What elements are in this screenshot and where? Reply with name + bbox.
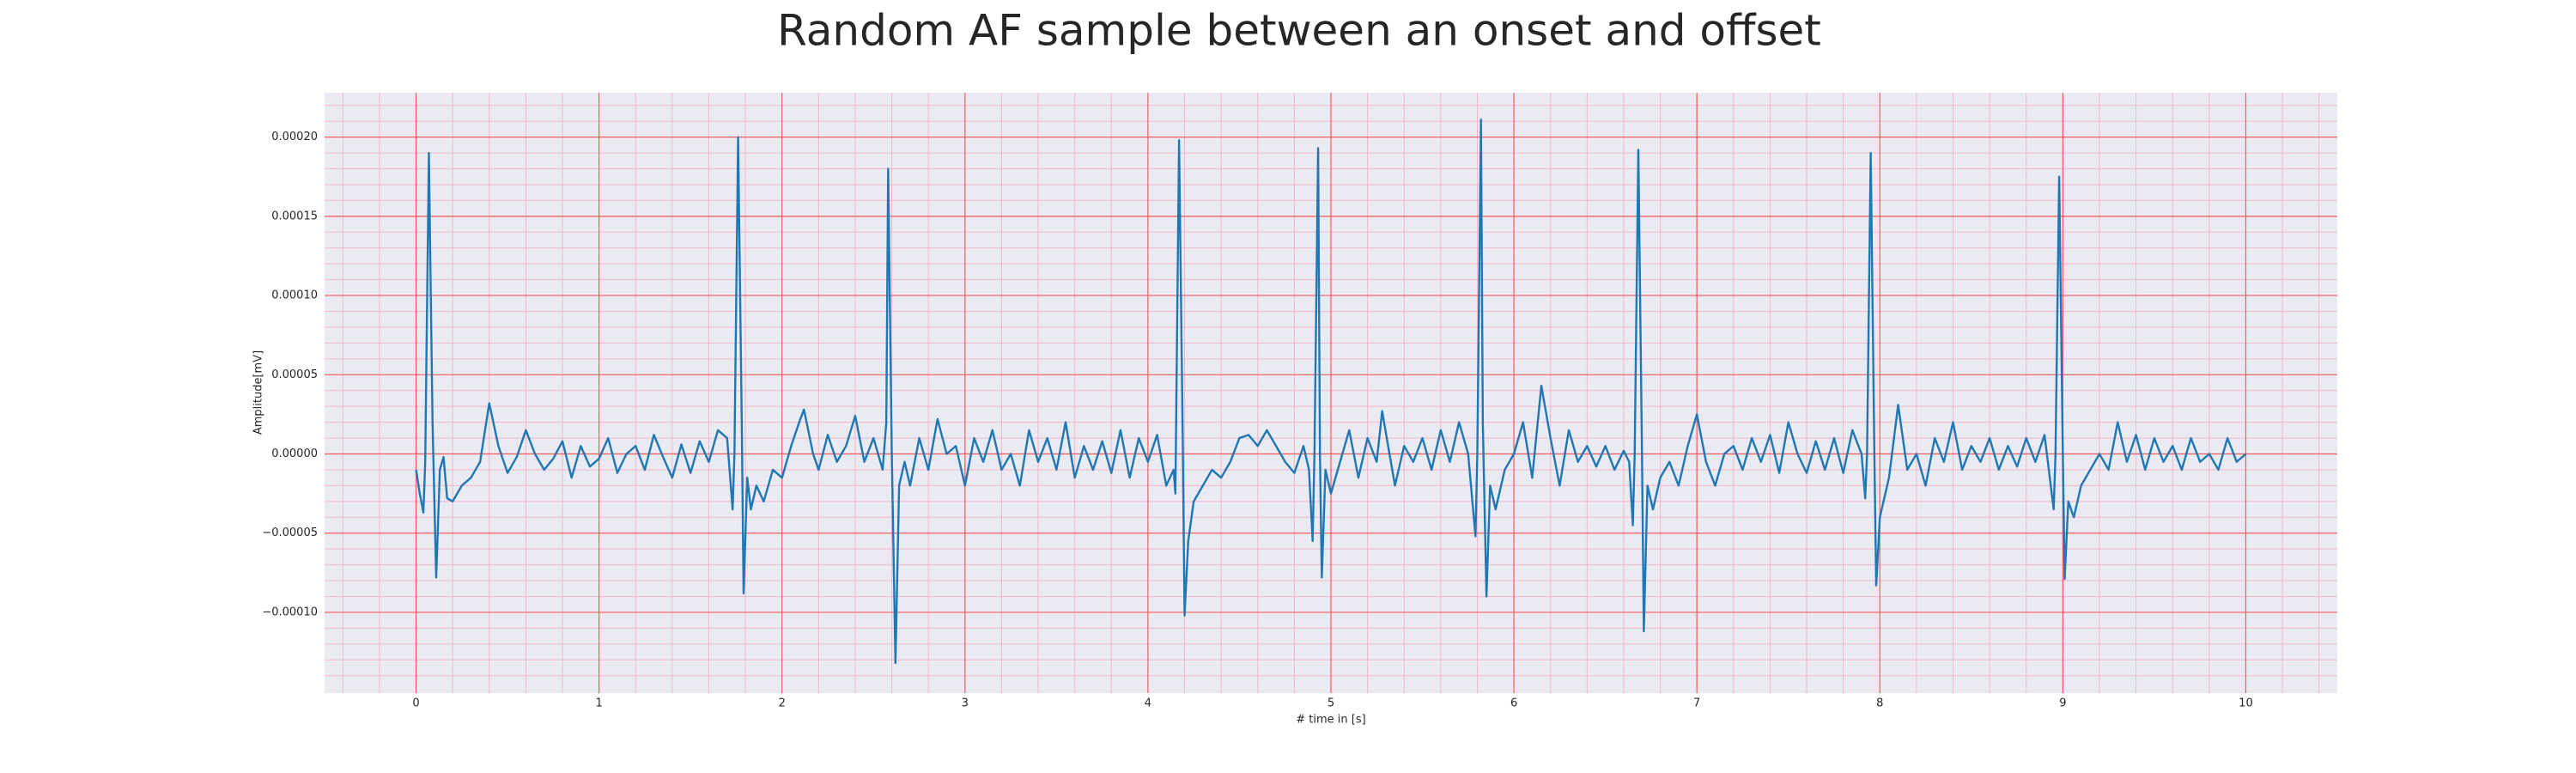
x-tick-label: 7	[1693, 697, 1700, 710]
line-series	[415, 119, 2247, 665]
y-tick-label: 0.00015	[271, 210, 318, 222]
y-tick-label: 0.00020	[271, 131, 318, 143]
x-tick-label: 2	[779, 697, 786, 710]
chart-title: Random AF sample between an onset and of…	[777, 6, 1821, 56]
x-tick-label: 3	[962, 697, 969, 710]
x-tick-label: 10	[2239, 697, 2253, 710]
y-tick-label: 0.00005	[271, 368, 318, 381]
x-tick-label: 1	[595, 697, 602, 710]
tick-labels: 0 1 2 3 4 5 6 7 8 9 10 −0.00010 −0.00005 0.00000 0.000…	[262, 131, 2252, 709]
grid	[325, 93, 2337, 693]
plot-marks	[415, 119, 2247, 665]
x-tick-label: 4	[1145, 697, 1151, 710]
x-tick-label: 5	[1327, 697, 1334, 710]
y-tick-label: −0.00005	[262, 526, 318, 539]
x-tick-label: 0	[412, 697, 419, 710]
x-axis-label: # time in [s]	[1296, 714, 1365, 727]
x-tick-label: 9	[2059, 697, 2066, 710]
y-tick-label: 0.00010	[271, 289, 318, 302]
y-tick-label: −0.00010	[262, 606, 318, 618]
y-tick-label: 0.00000	[271, 447, 318, 460]
x-tick-label: 8	[1876, 697, 1883, 710]
y-axis-label: Amplitude[mV]	[252, 350, 265, 435]
x-tick-label: 6	[1510, 697, 1517, 710]
